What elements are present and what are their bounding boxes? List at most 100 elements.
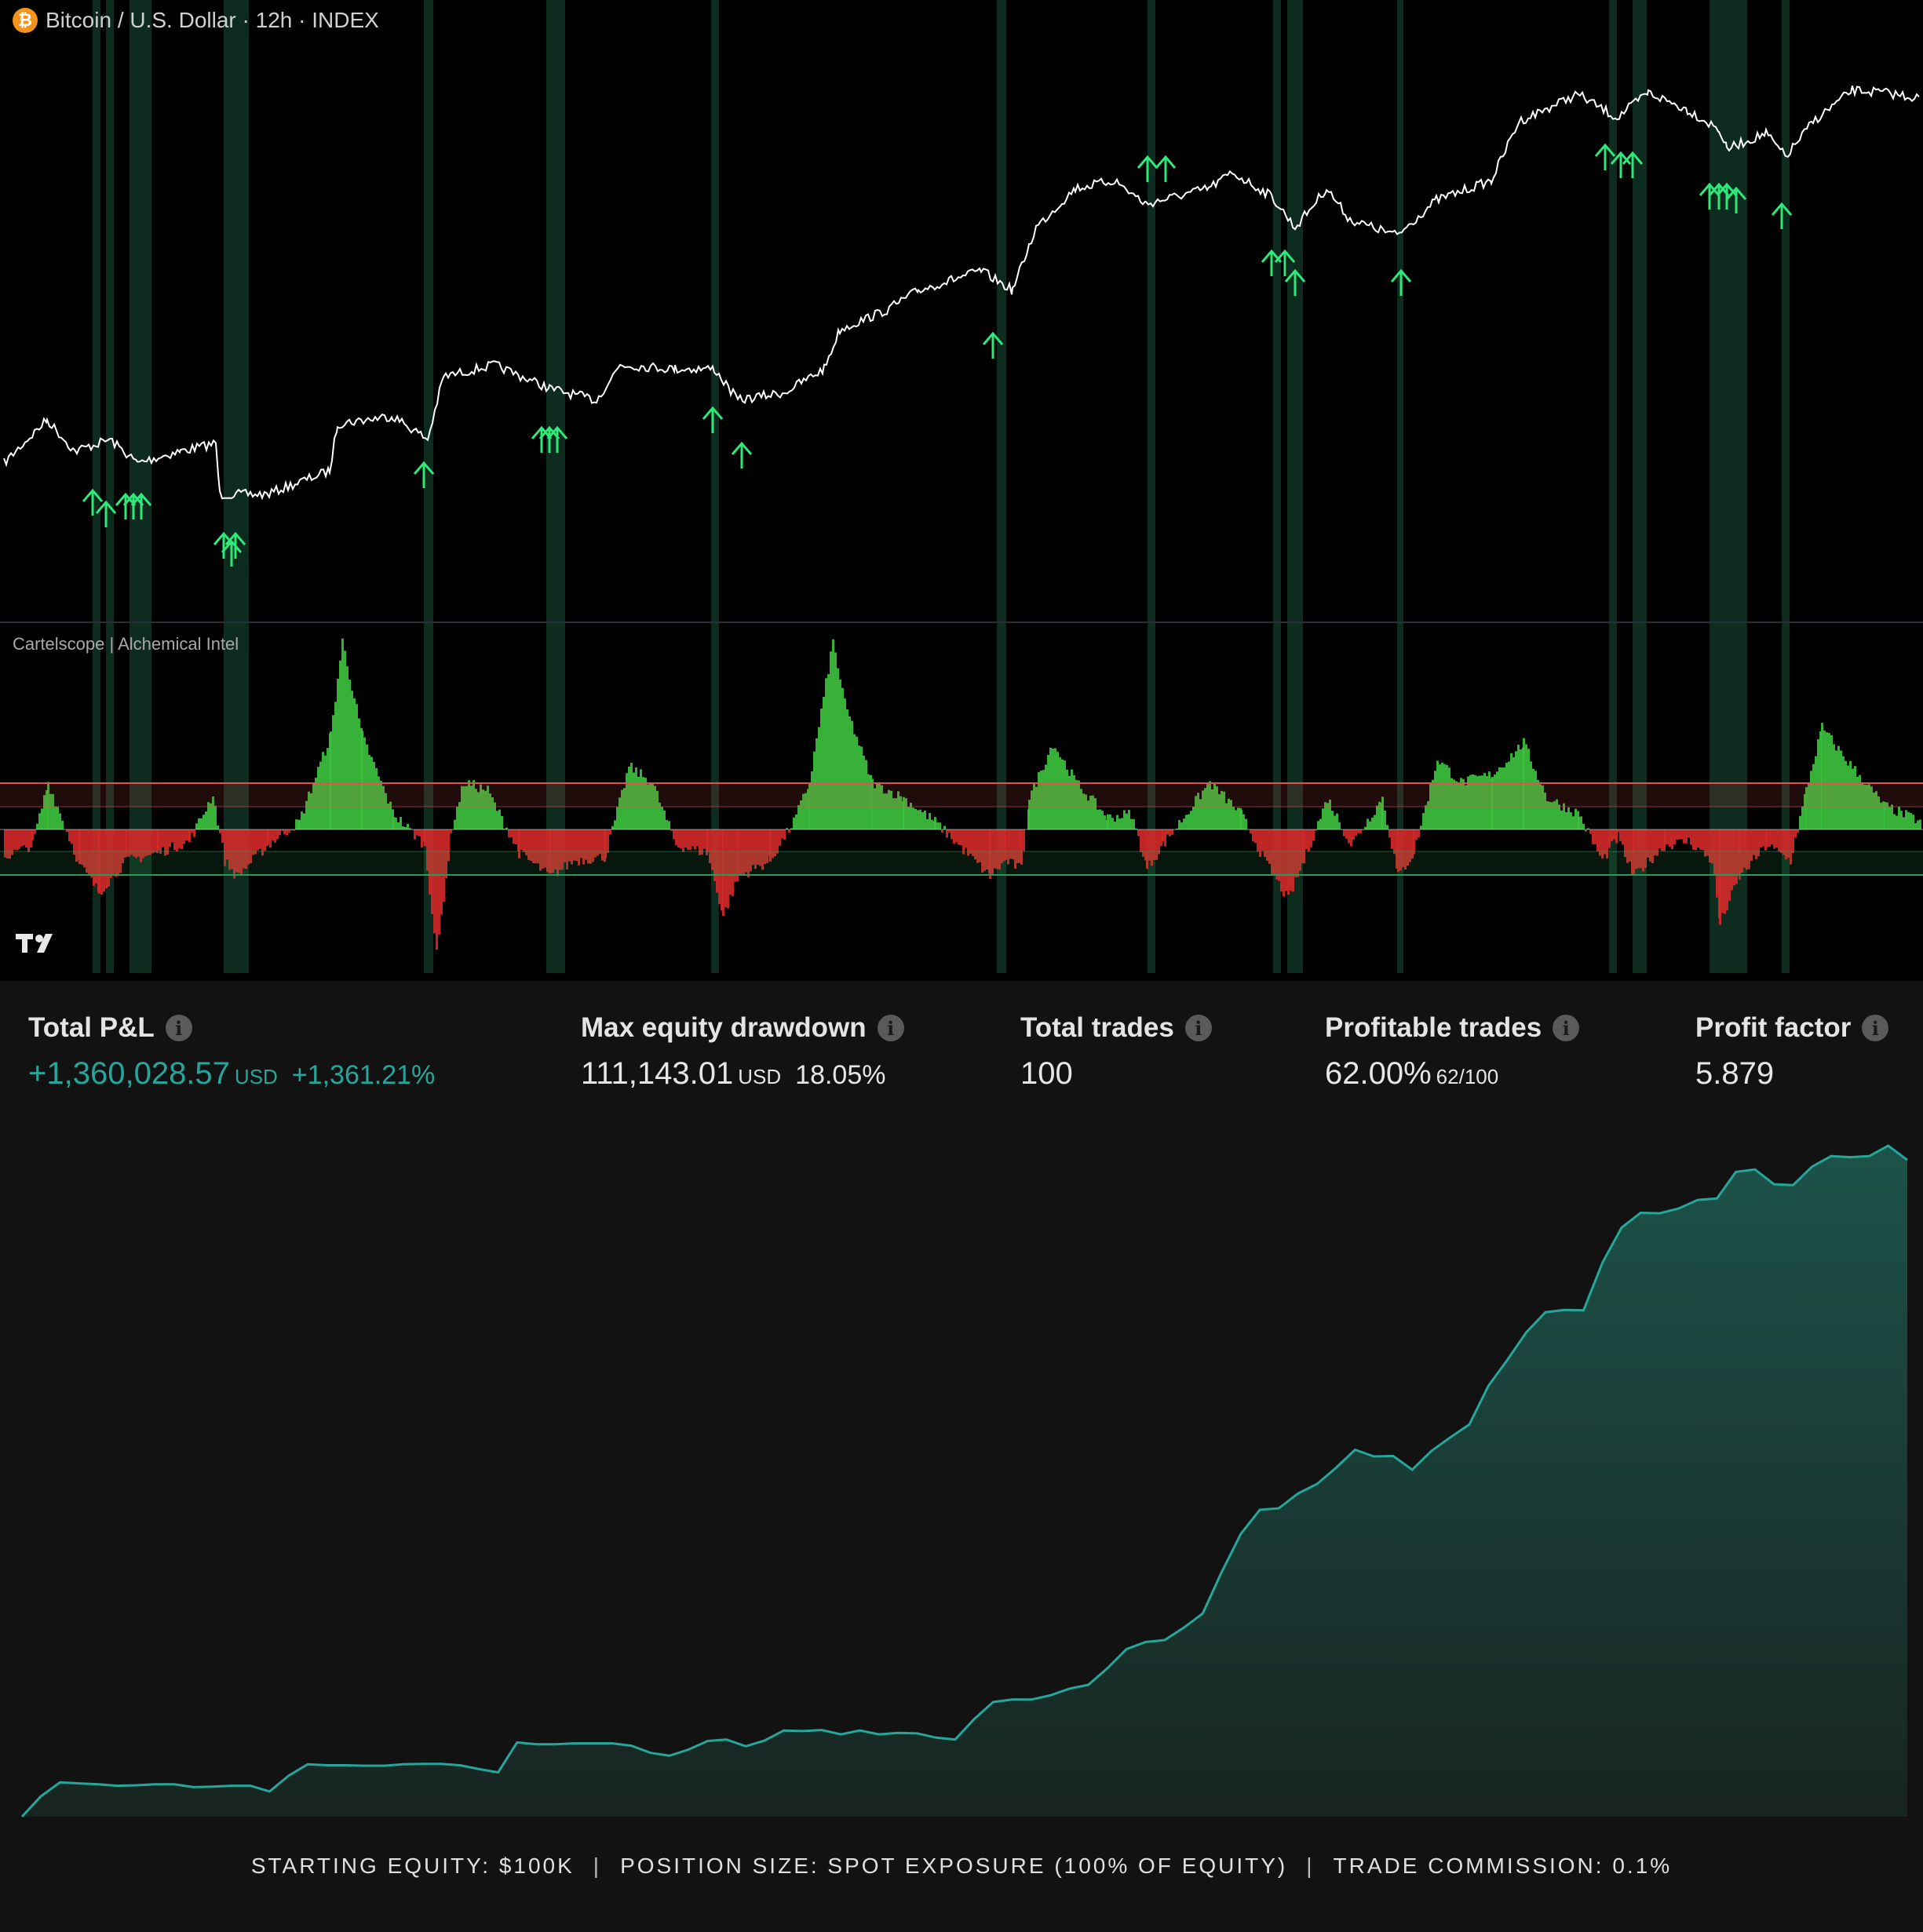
oscillator-bar (939, 822, 941, 829)
oscillator-bar (867, 774, 870, 829)
oscillator-bar (1794, 829, 1797, 838)
oscillator-bar (501, 815, 503, 829)
oscillator-bar (846, 709, 848, 829)
oscillator-bar (1411, 829, 1414, 859)
signal-highlight-band (130, 0, 151, 973)
oscillator-bar (666, 820, 668, 829)
oscillator-bar (1099, 809, 1101, 829)
oscillator-bar (663, 810, 666, 829)
oscillator-bar (319, 761, 322, 829)
info-icon[interactable]: i (1184, 1015, 1212, 1041)
info-icon[interactable]: i (1862, 1015, 1889, 1041)
price-chart-panel[interactable]: ₿ Bitcoin / U.S. Dollar · 12h · INDEX Ca… (0, 0, 1923, 981)
oscillator-bar (290, 829, 293, 831)
equity-area (22, 1146, 1907, 1817)
oscillator-bar (1422, 813, 1425, 829)
oscillator-bar (1755, 829, 1757, 859)
oscillator-bar (1804, 793, 1806, 829)
oscillator-bar (149, 829, 151, 855)
oscillator-bar (1396, 829, 1398, 869)
oscillator-bar (1799, 815, 1801, 829)
oscillator-bar (1532, 768, 1534, 829)
oscillator-bar (1626, 829, 1629, 863)
oscillator-bar (254, 829, 257, 855)
oscillator-bar (1711, 829, 1713, 864)
price-line (3, 86, 1920, 501)
oscillator-bar (1397, 829, 1399, 873)
oscillator-bar (1116, 815, 1118, 829)
oscillator-bar (823, 697, 825, 829)
info-icon[interactable]: i (1553, 1015, 1580, 1041)
oscillator-bar (1746, 829, 1748, 870)
oscillator-bar (907, 807, 910, 829)
oscillator-bar (1893, 814, 1896, 829)
oscillator-bar (802, 793, 805, 829)
separator: | (1306, 1854, 1315, 1878)
oscillator-bar (628, 766, 630, 829)
oscillator-bar (1898, 807, 1900, 829)
oscillator-bar (788, 829, 790, 833)
oscillator-bar (1757, 829, 1760, 857)
oscillator-bar (1882, 801, 1885, 829)
oscillator-bar (250, 829, 252, 864)
symbol-legend[interactable]: ₿ Bitcoin / U.S. Dollar · 12h · INDEX (13, 8, 379, 33)
indicator-label[interactable]: Cartelscope | Alchemical Intel (13, 634, 239, 654)
oscillator-bar (1859, 775, 1861, 829)
oscillator-bar (1792, 829, 1794, 854)
bitcoin-icon: ₿ (13, 8, 38, 33)
oscillator-bar (1225, 803, 1228, 829)
oscillator-bar (324, 755, 327, 829)
oscillator-bar (140, 829, 142, 862)
oscillator-bar (729, 829, 732, 895)
oscillator-bar (203, 815, 205, 829)
oscillator-bar (800, 800, 802, 829)
info-icon[interactable]: i (877, 1015, 904, 1041)
oscillator-bar (463, 786, 465, 829)
oscillator-bar (373, 761, 375, 829)
oscillator-bar (618, 797, 621, 829)
oscillator-bar (743, 829, 745, 875)
oscillator-bar (327, 748, 329, 829)
oscillator-bar (1601, 829, 1604, 859)
oscillator-bar (1230, 800, 1232, 829)
oscillator-bar (1290, 829, 1292, 891)
oscillator-bar (1840, 750, 1842, 829)
oscillator-bar (885, 793, 888, 829)
oscillator-bar (974, 829, 976, 860)
info-icon[interactable]: i (165, 1015, 192, 1041)
oscillator-bar (1209, 781, 1211, 829)
price-chart-canvas[interactable] (0, 0, 1923, 981)
oscillator-bar (151, 829, 154, 854)
stat-value: 100 (1020, 1056, 1073, 1091)
oscillator-bar (781, 829, 783, 839)
stat-sub: 62/100 (1436, 1065, 1499, 1088)
oscillator-bar (1596, 829, 1599, 852)
oscillator-bar (621, 789, 623, 829)
oscillator-bar (1271, 829, 1273, 875)
oscillator-bar (568, 829, 571, 862)
oscillator-bar (1059, 756, 1061, 829)
oscillator-bar (1446, 764, 1448, 829)
oscillator-bar (1580, 816, 1582, 829)
oscillator-bar (322, 752, 324, 829)
oscillator-bar (996, 829, 998, 869)
oscillator-bar (1575, 808, 1577, 829)
oscillator-bar (1790, 829, 1792, 865)
oscillator-bar (1563, 803, 1565, 829)
oscillator-bar (1854, 766, 1856, 829)
oscillator-bar (1427, 800, 1429, 829)
oscillator-bar (684, 829, 687, 848)
oscillator-bar (13, 829, 16, 850)
oscillator-bar (1699, 829, 1702, 850)
oscillator-bar (356, 704, 358, 829)
oscillator-bar (1297, 829, 1299, 877)
oscillator-bar (871, 778, 874, 829)
oscillator-bar (1683, 829, 1685, 844)
oscillator-bar (505, 827, 508, 829)
buy-signal-arrow-icon (531, 425, 553, 453)
oscillator-bar (931, 819, 933, 829)
oscillator-bar (1462, 778, 1465, 829)
oscillator-bar (477, 792, 480, 829)
tradingview-logo[interactable] (16, 931, 60, 963)
stat-label: Profit factor (1695, 1012, 1852, 1043)
